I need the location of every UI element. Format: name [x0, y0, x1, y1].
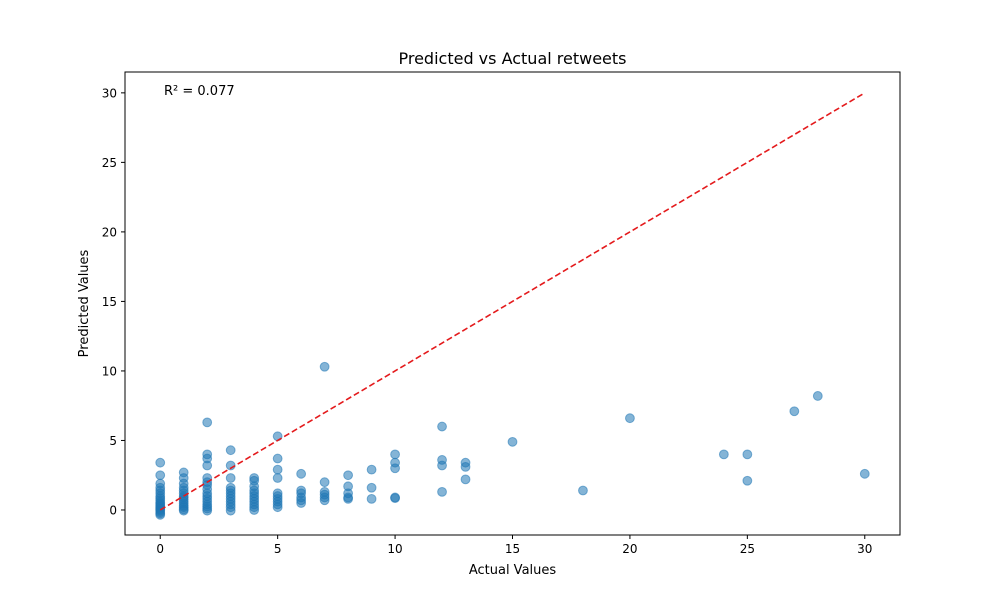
y-tick-label: 0: [109, 503, 117, 517]
scatter-point: [366, 493, 377, 504]
x-tick-label: 30: [857, 542, 872, 556]
scatter-point: [272, 464, 283, 475]
x-axis-label: Actual Values: [469, 563, 557, 578]
scatter-point: [272, 453, 283, 464]
scatter-point: [225, 445, 236, 456]
scatter-point: [742, 475, 753, 486]
scatter-point: [812, 391, 823, 401]
y-tick-label: 5: [109, 434, 117, 448]
chart-title: Predicted vs Actual retweets: [398, 49, 626, 68]
x-tick-label: 25: [740, 542, 755, 556]
x-tick-label: 0: [156, 542, 164, 556]
r-squared-annotation: R² = 0.077: [164, 84, 235, 99]
scatter-point: [202, 505, 213, 516]
scatter-point: [742, 449, 753, 460]
scatter-point: [272, 473, 283, 483]
scatter-point: [319, 361, 330, 372]
y-tick-label: 25: [102, 156, 117, 170]
scatter-point: [460, 474, 471, 485]
x-axis-ticks: 0 5 10 15 20 25 30: [156, 535, 872, 556]
y-axis-label: Predicted Values: [77, 249, 92, 357]
scatter-point: [249, 505, 260, 515]
y-tick-label: 30: [102, 86, 117, 100]
scatter-point: [390, 449, 400, 460]
scatter-point: [578, 485, 588, 496]
scatter-point: [319, 495, 330, 506]
scatter-point: [178, 505, 189, 516]
scatter-point: [366, 482, 377, 493]
y-axis-ticks: 0 5 10 15 20 25 30: [102, 86, 125, 517]
scatter-point: [155, 457, 166, 468]
scatter-point: [437, 460, 447, 471]
scatter-point: [225, 473, 236, 483]
scatter-point: [296, 498, 307, 508]
scatter-point: [789, 406, 800, 417]
scatter-point: [859, 468, 870, 479]
scatter-point: [319, 477, 330, 488]
scatter-point: [507, 436, 518, 447]
scatter-point: [390, 493, 400, 504]
scatter-point: [225, 505, 236, 516]
scatter-point: [437, 486, 447, 497]
scatter-point: [625, 413, 635, 424]
y-tick-label: 15: [102, 295, 117, 309]
x-tick-label: 15: [505, 542, 520, 556]
x-tick-label: 10: [387, 542, 402, 556]
scatter-point: [202, 460, 213, 471]
scatter-point: [437, 421, 447, 432]
scatter-point: [155, 470, 166, 481]
x-tick-label: 5: [274, 542, 282, 556]
scatter-point: [343, 470, 354, 481]
scatter-point: [390, 463, 400, 474]
y-tick-label: 10: [102, 364, 117, 378]
scatter-point: [460, 461, 471, 472]
scatter-point: [343, 493, 354, 504]
scatter-point: [155, 509, 166, 520]
scatter-point: [202, 417, 213, 428]
reference-line: [159, 92, 866, 511]
scatter-point: [718, 449, 729, 460]
x-tick-label: 20: [622, 542, 637, 556]
scatter-point: [366, 464, 377, 475]
y-tick-label: 20: [102, 225, 117, 239]
scatter-point: [296, 468, 307, 479]
scatter-point: [272, 502, 283, 513]
